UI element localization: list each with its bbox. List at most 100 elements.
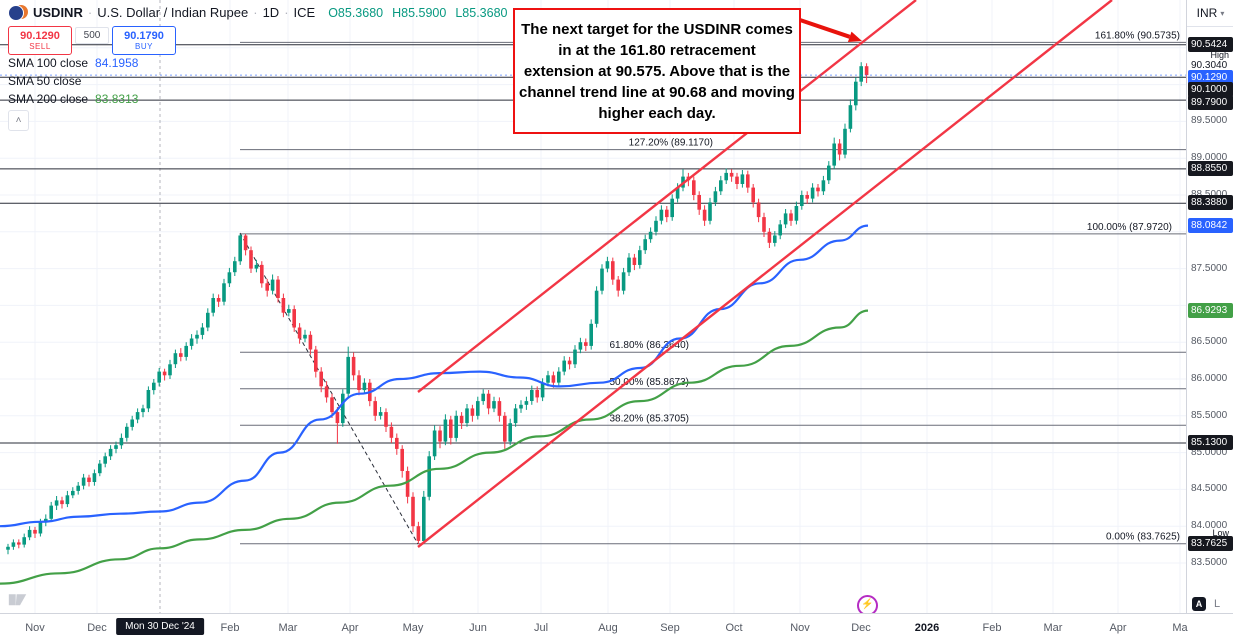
time-axis-label: Aug [598,622,618,634]
time-axis-label: Mar [1043,622,1063,634]
time-axis-label: Feb [220,622,240,634]
annotation-line: The next target for the USDINR comes [521,21,793,38]
candles-series [6,62,869,555]
price-axis-tick: 86.0000 [1191,373,1228,384]
price-axis-sma-green-label: 86.9293 [1188,303,1233,318]
price-axis-line-label: 83.7625 [1188,536,1233,551]
channel-trend-lines[interactable] [417,0,1113,548]
separator: · [253,5,258,20]
price-axis[interactable]: INR ▾ 89.5000 89.0000 88.5000 87.5000 86.500… [1186,0,1233,613]
svg-text:61.80% (86.3640): 61.80% (86.3640) [609,340,689,351]
ohlc-value: H85.5900 [392,5,447,20]
sma200-line[interactable] [0,309,869,585]
symbol-description: U.S. Dollar / Indian Rupee [97,5,249,20]
price-axis-tick: 87.5000 [1191,262,1228,274]
price-axis-line-label: 89.7900 [1188,95,1233,110]
symbol-name[interactable]: USDINR [33,5,83,20]
price-axis-labels: 89.5000 89.0000 88.5000 87.5000 86.5000 86.00… [1187,0,1233,613]
time-axis-label: Dec [851,622,871,634]
time-axis-label: Ma [1172,622,1188,634]
price-axis-value-label: 90.3040 [1191,60,1228,71]
ohlc-value: O85.3680 [328,5,384,20]
chevron-down-icon: ▾ [1220,8,1225,18]
time-axis-label: Jul [533,622,549,634]
fib-baseline-dashed [239,232,419,545]
time-axis-label: Mar [278,622,298,634]
price-axis-line-label: 90.1000 [1188,82,1233,97]
indicator-label: SMA 100 close [8,56,89,70]
quantity-field[interactable]: 500 [75,27,109,44]
price-axis-tick: 86.5000 [1191,336,1228,348]
price-axis-tick: 84.0000 [1191,520,1228,532]
separator: · [284,5,289,20]
indicator-row-sma100[interactable]: SMA 100 close 84.1958 [8,56,138,70]
buy-button[interactable]: 90.1790 BUY [112,26,176,55]
annotation-arrow[interactable] [799,18,862,42]
price-axis-tick: 85.0000 [1191,446,1228,458]
time-axis-label: Nov [25,622,45,634]
indicator-value: 84.1958 [95,56,139,70]
time-axis-label: Oct [725,622,743,634]
symbol-logo-icon [8,5,28,21]
svg-text:161.80% (90.5735): 161.80% (90.5735) [1095,30,1180,41]
time-axis-label: Sep [660,622,680,634]
sell-button[interactable]: 90.1290 SELL [8,26,72,55]
buy-price: 90.1790 [124,30,164,42]
price-axis-note-label: High [1210,50,1229,60]
svg-text:50.00% (85.8673): 50.00% (85.8673) [609,377,689,388]
price-axis-tick: 85.5000 [1191,409,1228,421]
indicator-value: 83.8313 [95,92,139,106]
interval-label[interactable]: 1D [262,5,280,20]
time-axis-label: Dec [87,622,107,634]
price-axis-tick: 89.5000 [1191,115,1228,127]
exchange-label: ICE [293,5,316,20]
time-axis-label: May [402,622,424,634]
indicator-row-sma50[interactable]: SMA 50 close [8,74,88,88]
time-axis-label: Jun [469,622,487,634]
sell-label: SELL [29,42,51,51]
price-axis-line-label: 88.3880 [1188,195,1233,210]
ohlc-value: L85.3680 [455,5,508,20]
axis-toggles: A L [1192,597,1220,611]
annotation-line: higher each day. [598,105,716,122]
price-axis-line-label: 90.5424 [1188,37,1233,52]
tradingview-logo-icon[interactable] [7,586,29,613]
time-axis-label: Apr [1109,622,1127,634]
auto-scale-toggle[interactable]: A [1192,597,1206,611]
buy-label: BUY [135,42,153,51]
time-axis-label: Feb [982,622,1002,634]
fib-retracement[interactable]: 161.80% (90.5735) 127.20% (89.1170) 100.00… [239,30,1186,545]
collapse-legend-button[interactable]: ˄ [8,110,29,131]
annotation-line: in at the 161.80 retracement [558,42,756,59]
log-scale-toggle[interactable]: L [1214,598,1221,610]
svg-text:38.20% (85.3705): 38.20% (85.3705) [609,413,689,424]
indicator-label: SMA 200 close [8,92,89,106]
currency-label: INR [1196,6,1218,20]
annotation-line: channel trend line at 90.68 and moving [519,84,795,101]
price-axis-note-label: Low [1212,528,1229,538]
sell-price: 90.1290 [20,30,60,42]
price-axis-line-label: 88.8550 [1188,161,1233,176]
trade-panel: 90.1290 SELL 500 90.1790 BUY [8,26,176,55]
indicator-row-sma200[interactable]: SMA 200 close 83.8313 [8,92,138,106]
time-axis-label: 2026 [914,622,940,634]
currency-selector[interactable]: INR ▾ [1187,0,1233,27]
time-axis-label: Nov [790,622,810,634]
chart-area[interactable]: 161.80% (90.5735) 127.20% (89.1170) 100.00… [0,0,1186,616]
svg-text:0.00% (83.7625): 0.00% (83.7625) [1106,532,1180,543]
price-axis-last-label: 90.1290 [1188,70,1233,85]
price-axis-tick: 83.5000 [1191,557,1228,568]
price-axis-line-label: 85.1300 [1188,435,1233,450]
svg-text:100.00% (87.9720): 100.00% (87.9720) [1087,222,1172,233]
annotation-line: extension at 90.575. Above that is the [523,63,791,80]
price-axis-tick: 88.5000 [1188,187,1233,202]
sma100-line[interactable] [0,224,869,528]
separator: · [87,5,93,20]
annotation-callout[interactable]: The next target for the USDINR comes in … [513,8,801,134]
time-axis[interactable]: Nov Dec Feb Mar Apr May Jun Jul Aug Sep Oct Nov Dec 2… [0,613,1233,641]
price-axis-tick: 84.5000 [1191,483,1228,495]
time-axis-label: Apr [341,622,359,634]
crosshair-date-badge: Mon 30 Dec '24 [116,618,204,635]
chevron-up-icon: ˄ [15,115,22,126]
